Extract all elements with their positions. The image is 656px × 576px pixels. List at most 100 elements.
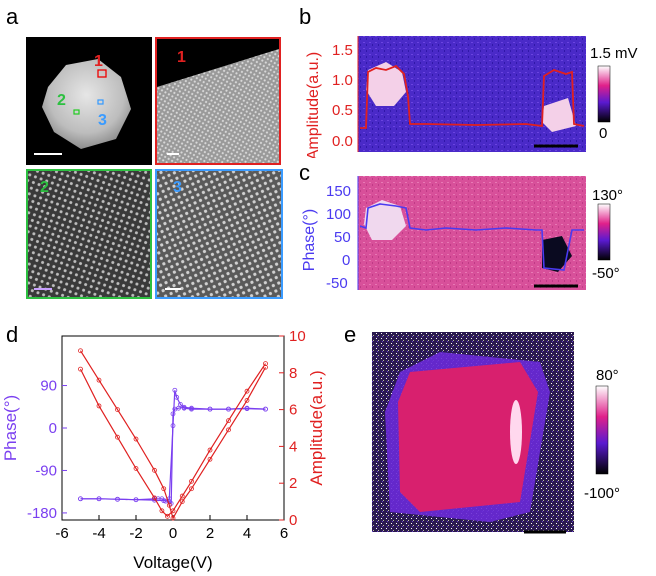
- series-point: [165, 513, 170, 519]
- series-point: [244, 406, 250, 412]
- panel-d-label: d: [6, 322, 19, 347]
- phase-axis-label: Phase(°): [1, 395, 20, 461]
- series-point: [244, 398, 250, 403]
- series-point: [226, 406, 231, 412]
- phase-colorbar: [597, 203, 611, 261]
- phase-e-colorbar: [595, 385, 609, 475]
- phase-tick-label: -90: [35, 462, 57, 479]
- series-point: [166, 502, 172, 508]
- series-point: [152, 495, 157, 501]
- region-2-tag: 2: [40, 179, 49, 196]
- series-point: [179, 499, 185, 505]
- stem-overview-image: 1 2 3: [26, 37, 152, 165]
- phase-cbar-max: 130°: [592, 187, 623, 204]
- phase-profile-line: [359, 203, 584, 271]
- x-tick-label: 2: [206, 525, 214, 542]
- series-point: [96, 403, 102, 409]
- region-label-2: 2: [57, 92, 66, 109]
- amplitude-map-panel: 1.5 1.0 0.5 0.0 Amplitude(a.u.) 1.5 mV 0: [305, 36, 638, 158]
- phase-ytick-2: 100: [326, 206, 351, 223]
- series-point: [176, 405, 181, 411]
- amp-ytick-4: 0.0: [332, 133, 353, 150]
- amp-ytick-2: 1.0: [332, 72, 353, 89]
- hysteresis-chart: -6 -4 -2 0 2 4 6 90 0 -90 -180 10 8 6 4 2 0 Voltage(V)…: [1, 330, 326, 572]
- series-point: [179, 493, 185, 499]
- amplitude-colorbar: [597, 65, 611, 123]
- series-point: [226, 418, 231, 424]
- series-point: [170, 423, 176, 429]
- panel-e-label: e: [344, 322, 357, 347]
- series-point: [115, 434, 120, 440]
- amplitude-ylabel: Amplitude(a.u.): [305, 52, 322, 158]
- stem-region-3-image: 3: [155, 169, 283, 299]
- series-point: [181, 405, 187, 411]
- series-point: [226, 427, 231, 433]
- x-tick-label: -2: [129, 525, 142, 542]
- series-point: [161, 486, 167, 492]
- series-point: [78, 366, 83, 372]
- panel-a-label: a: [6, 4, 19, 29]
- series-point: [170, 508, 176, 514]
- series-point: [189, 486, 194, 492]
- series-point: [115, 407, 120, 412]
- series-point: [207, 456, 213, 462]
- amplitude-tick-label: 2: [289, 475, 297, 492]
- series-point: [172, 387, 178, 393]
- amp-cbar-max: 1.5 mV: [590, 45, 638, 62]
- phase-map-panel: 150 100 50 0 -50 Phase(°) 130° -50°: [301, 176, 623, 292]
- series-point: [96, 377, 102, 383]
- x-tick-label: 0: [169, 525, 177, 542]
- phase-tick-label: 0: [49, 420, 57, 437]
- amplitude-profile-line: [360, 64, 585, 129]
- panel-c-label: c: [299, 160, 310, 185]
- series-point: [159, 508, 165, 514]
- region-3-tag: 3: [173, 179, 182, 196]
- series-point: [189, 478, 194, 484]
- phase-map-e-panel: 80° -100°: [372, 332, 620, 534]
- series-point: [170, 515, 176, 521]
- amplitude-tick-label: 8: [289, 365, 297, 382]
- x-axis-label: Voltage(V): [133, 553, 212, 572]
- phase-ytick-4: 0: [342, 252, 350, 269]
- series-point: [78, 348, 83, 354]
- series-point: [207, 406, 213, 412]
- series-line-1: [80, 390, 266, 502]
- region-label-1: 1: [94, 53, 103, 70]
- phase-ytick-1: 150: [326, 183, 351, 200]
- series-point: [207, 447, 213, 453]
- series-point: [133, 466, 139, 471]
- x-tick-label: 4: [243, 525, 251, 542]
- e-cbar-min: -100°: [584, 485, 620, 502]
- series-point: [263, 406, 268, 412]
- x-tick-label: -4: [92, 525, 105, 542]
- series-line-3: [79, 363, 266, 518]
- stem-region-2-image: 2: [26, 169, 152, 299]
- series-point: [177, 402, 183, 407]
- phase-ylabel: Phase(°): [301, 209, 318, 271]
- amplitude-tick-label: 10: [289, 330, 306, 345]
- series-point: [263, 361, 268, 366]
- phase-ytick-3: 50: [334, 229, 351, 246]
- panel-b-label: b: [299, 4, 312, 29]
- amp-ytick-3: 0.5: [332, 102, 353, 119]
- x-tick-label: -6: [55, 525, 68, 542]
- series-point: [244, 388, 250, 394]
- series-point: [152, 467, 157, 473]
- phase-tick-label: 90: [40, 378, 57, 395]
- amp-cbar-min: 0: [599, 125, 607, 142]
- series-point: [133, 497, 139, 503]
- amplitude-tick-label: 0: [289, 512, 297, 529]
- region-1-tag: 1: [177, 49, 186, 66]
- stem-region-1-image: 1: [155, 37, 281, 165]
- amplitude-axis-label: Amplitude(a.u.): [307, 370, 326, 485]
- series-point: [133, 436, 139, 442]
- amplitude-tick-label: 6: [289, 402, 297, 419]
- phase-ytick-5: -50: [326, 275, 348, 292]
- x-tick-label: 6: [280, 525, 288, 542]
- region-label-3: 3: [98, 112, 107, 129]
- amplitude-tick-label: 4: [289, 438, 297, 455]
- series-point: [78, 496, 83, 502]
- e-cbar-max: 80°: [596, 367, 619, 384]
- phase-cbar-min: -50°: [592, 265, 620, 282]
- amp-ytick-1: 1.5: [332, 42, 353, 59]
